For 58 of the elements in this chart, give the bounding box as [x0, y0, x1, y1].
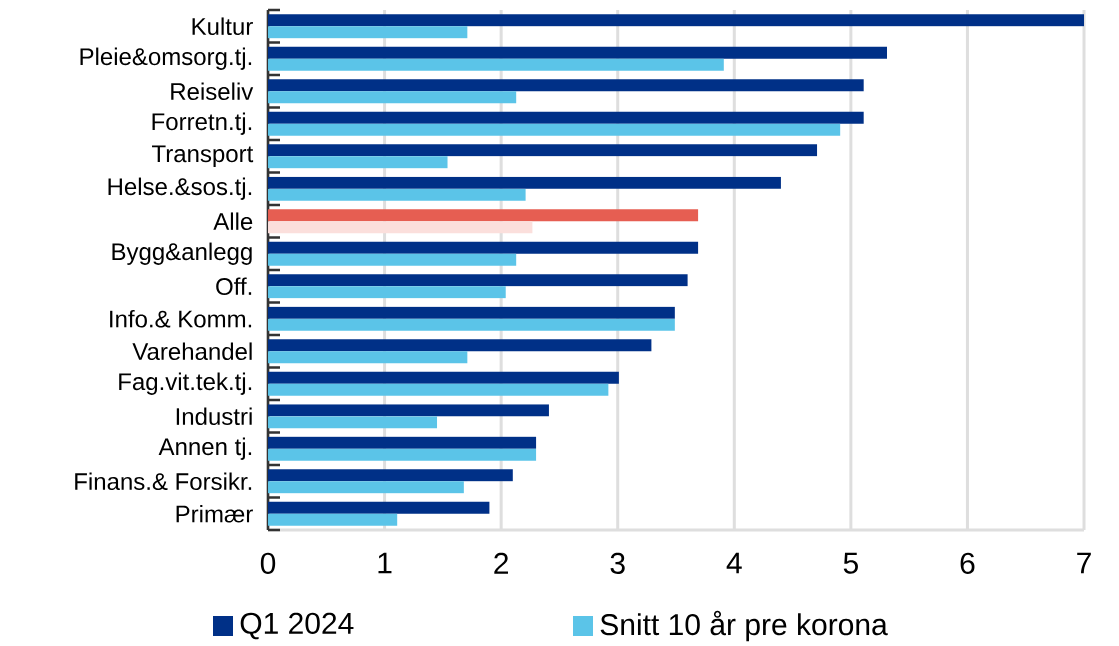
y-tick-label: Helse.&sos.tj.	[108, 177, 252, 200]
bar	[268, 513, 398, 526]
bar	[268, 339, 652, 352]
x-tick-label: 3	[610, 552, 625, 574]
bar	[268, 286, 506, 299]
y-tick-label: Annen tj.	[158, 437, 252, 460]
y-tick-label: Forretn.tj.	[152, 112, 252, 135]
bar	[268, 371, 619, 384]
x-tick-label: 5	[843, 552, 858, 574]
y-tick-label: Pleie&omsorg.tj.	[80, 47, 252, 70]
bar	[268, 253, 517, 266]
y-tick-label: Bygg&anlegg	[112, 242, 252, 265]
bar	[268, 221, 533, 234]
bar	[268, 481, 464, 494]
x-tick-label: 1	[378, 552, 392, 574]
bar	[268, 46, 887, 59]
y-tick-label: Industri	[176, 407, 252, 426]
y-tick-label: Finans.& Forsikr.	[75, 472, 252, 491]
bar	[268, 501, 490, 514]
bar	[268, 26, 468, 39]
bar	[268, 209, 699, 222]
x-tick-label: 4	[726, 552, 742, 574]
bar	[268, 469, 513, 482]
x-tick-label: 0	[260, 552, 276, 574]
y-tick-label: Reiseliv	[171, 82, 254, 101]
bar	[268, 91, 517, 104]
bar	[268, 156, 448, 169]
bar	[268, 14, 1085, 27]
bar	[268, 383, 609, 396]
bar	[268, 58, 724, 71]
x-tick-label: 6	[960, 552, 975, 574]
bar	[268, 241, 699, 254]
bar	[268, 79, 864, 92]
bar	[268, 436, 537, 449]
y-tick-label: Alle	[213, 212, 253, 231]
y-tick-label: Transport	[152, 145, 254, 167]
x-tick-label: 2	[494, 552, 508, 574]
bar	[268, 318, 675, 331]
y-tick-label: Info.& Komm.	[110, 309, 252, 328]
y-tick-label: Primær	[176, 504, 253, 523]
bar	[268, 306, 675, 319]
x-tick-label: 7	[1077, 552, 1091, 574]
y-tick-label: Off.	[216, 277, 252, 296]
legend-label: Snitt 10 år pre korona	[600, 610, 888, 642]
y-tick-label: Fag.vit.tek.tj.	[119, 372, 252, 395]
bar	[268, 351, 468, 364]
bar	[268, 188, 526, 201]
bar	[268, 404, 549, 417]
bar	[268, 274, 688, 287]
bar	[268, 111, 864, 124]
bar	[268, 176, 781, 189]
bar	[268, 416, 438, 429]
y-tick-label: Kultur	[192, 17, 253, 36]
bar	[268, 448, 537, 461]
y-tick-label: Varehandel	[132, 342, 252, 361]
bar	[268, 123, 841, 136]
legend-label: Q1 2024	[240, 612, 354, 640]
bar	[268, 144, 818, 157]
